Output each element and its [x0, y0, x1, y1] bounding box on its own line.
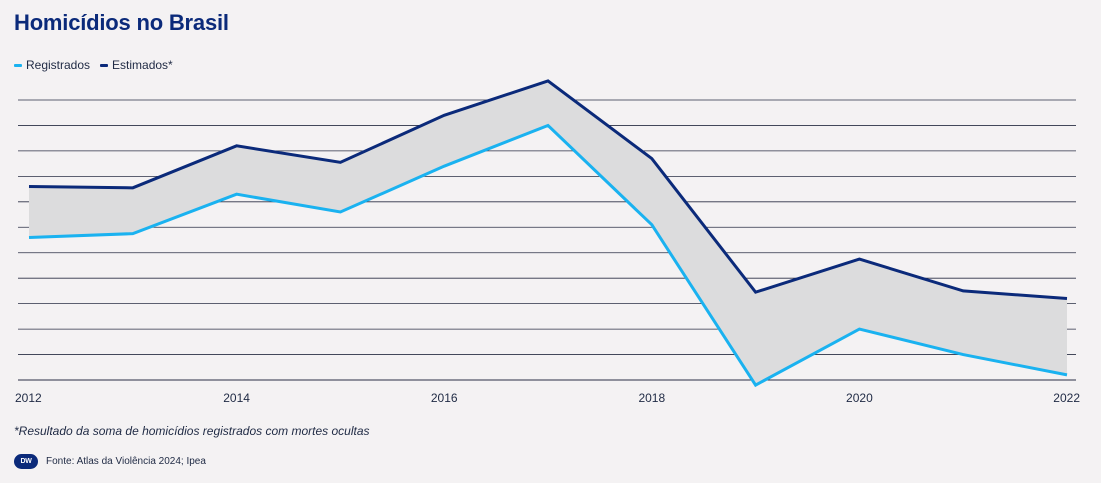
- x-tick-label-2022: 2022: [1053, 391, 1080, 405]
- series-line-estimados: [28, 79, 1068, 301]
- footnote: *Resultado da soma de homicídios registr…: [14, 424, 370, 438]
- source-text: Fonte: Atlas da Violência 2024; Ipea: [46, 456, 206, 467]
- x-tick-label-2016: 2016: [431, 391, 458, 405]
- series-line-registrados: [28, 123, 1068, 388]
- x-tick-label-2018: 2018: [638, 391, 665, 405]
- legend-swatch-estimados: [100, 63, 109, 67]
- band-area: [29, 80, 1067, 386]
- page-title: Homicídios no Brasil: [14, 10, 229, 35]
- legend: Registrados Estimados*: [14, 58, 173, 72]
- legend-label-registrados: Registrados: [26, 58, 91, 72]
- legend-label-estimados: Estimados*: [112, 58, 173, 72]
- x-tick-label-2012: 2012: [15, 391, 42, 405]
- x-tick-label-2014: 2014: [223, 391, 250, 405]
- dw-logo-icon: DW: [14, 454, 38, 469]
- legend-item-estimados: Estimados*: [100, 58, 173, 72]
- legend-item-registrados: Registrados: [14, 58, 90, 72]
- x-tick-label-2020: 2020: [846, 391, 873, 405]
- source-line: DW Fonte: Atlas da Violência 2024; Ipea: [14, 454, 206, 469]
- legend-swatch-registrados: [14, 63, 22, 67]
